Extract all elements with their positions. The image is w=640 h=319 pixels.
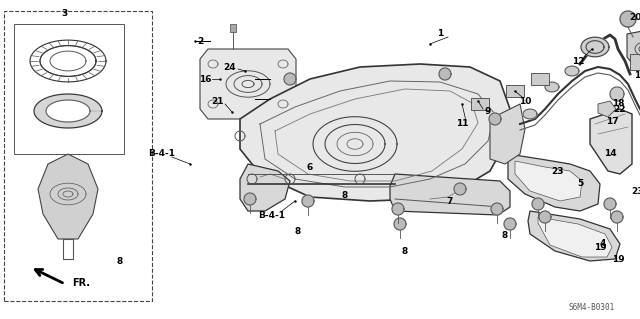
Polygon shape [630, 54, 640, 70]
Polygon shape [489, 113, 501, 125]
Polygon shape [581, 37, 609, 57]
Polygon shape [38, 154, 98, 239]
Polygon shape [611, 211, 623, 223]
Text: 8: 8 [502, 232, 508, 241]
Text: 15: 15 [634, 71, 640, 80]
Bar [14, 24, 124, 154]
Text: 9: 9 [485, 107, 491, 115]
Polygon shape [532, 198, 544, 210]
Text: 24: 24 [224, 63, 236, 71]
Polygon shape [598, 101, 616, 117]
Polygon shape [394, 218, 406, 230]
Polygon shape [528, 211, 620, 261]
Polygon shape [508, 154, 600, 211]
Text: 16: 16 [199, 75, 211, 84]
Text: 20: 20 [629, 12, 640, 21]
Polygon shape [240, 164, 290, 211]
Polygon shape [538, 217, 612, 257]
Polygon shape [515, 161, 582, 201]
Polygon shape [545, 82, 559, 92]
Text: 18: 18 [612, 100, 624, 108]
Text: 8: 8 [117, 256, 123, 265]
Text: FR.: FR. [72, 278, 90, 288]
Text: 6: 6 [307, 162, 313, 172]
Text: 21: 21 [212, 98, 224, 107]
Polygon shape [565, 66, 579, 76]
Text: 8: 8 [295, 226, 301, 235]
Polygon shape [627, 29, 640, 67]
Polygon shape [392, 203, 404, 215]
Text: 10: 10 [519, 97, 531, 106]
Polygon shape [200, 49, 296, 119]
Text: 19: 19 [612, 255, 624, 263]
Text: 2: 2 [197, 36, 203, 46]
Text: 7: 7 [447, 197, 453, 205]
Text: S6M4-B0301: S6M4-B0301 [569, 302, 615, 311]
Polygon shape [244, 193, 256, 205]
Text: 23: 23 [552, 167, 564, 175]
Text: 12: 12 [572, 56, 584, 65]
Polygon shape [604, 198, 616, 210]
Polygon shape [454, 183, 466, 195]
Text: B-4-1: B-4-1 [259, 211, 285, 220]
Text: 23: 23 [632, 187, 640, 196]
Polygon shape [539, 211, 551, 223]
Polygon shape [471, 98, 489, 110]
Polygon shape [610, 87, 624, 101]
Text: 5: 5 [577, 180, 583, 189]
Text: 8: 8 [342, 191, 348, 201]
Polygon shape [523, 109, 537, 119]
Text: 3: 3 [62, 10, 68, 19]
Polygon shape [439, 68, 451, 80]
Polygon shape [34, 94, 102, 128]
Text: 4: 4 [600, 240, 606, 249]
Polygon shape [390, 174, 510, 215]
Text: 8: 8 [402, 247, 408, 256]
Polygon shape [284, 73, 296, 85]
Text: 17: 17 [605, 116, 618, 125]
Polygon shape [504, 218, 516, 230]
Text: 19: 19 [594, 242, 606, 251]
Bar [4, 11, 152, 301]
Text: B-4-1: B-4-1 [148, 150, 175, 159]
Polygon shape [490, 104, 525, 164]
Polygon shape [506, 85, 524, 97]
Polygon shape [491, 203, 503, 215]
Text: 14: 14 [604, 150, 616, 159]
Polygon shape [240, 64, 510, 201]
Polygon shape [531, 73, 549, 85]
Text: 1: 1 [437, 29, 443, 39]
Polygon shape [590, 109, 632, 174]
Polygon shape [620, 11, 636, 27]
Polygon shape [302, 195, 314, 207]
Polygon shape [230, 24, 236, 32]
Text: 22: 22 [614, 105, 627, 114]
Text: 11: 11 [456, 120, 468, 129]
